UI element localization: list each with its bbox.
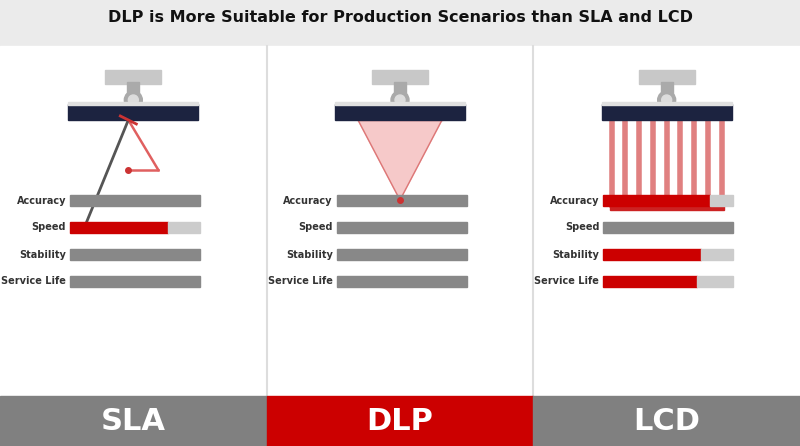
Text: Accuracy: Accuracy	[283, 195, 333, 206]
Bar	[337, 249, 466, 260]
Bar	[697, 276, 734, 287]
Bar	[337, 195, 466, 206]
Circle shape	[662, 95, 672, 105]
Text: Stability: Stability	[19, 249, 66, 260]
Bar	[534, 396, 800, 446]
Bar	[603, 249, 701, 260]
Bar	[335, 104, 465, 120]
Text: Speed: Speed	[565, 223, 599, 232]
Text: LCD: LCD	[633, 406, 700, 435]
Bar	[372, 70, 428, 84]
Bar	[394, 82, 406, 96]
Bar	[603, 195, 710, 206]
Text: Service Life: Service Life	[534, 277, 599, 286]
Bar	[70, 195, 200, 206]
Bar	[335, 102, 465, 105]
Text: Service Life: Service Life	[268, 277, 333, 286]
Text: Speed: Speed	[31, 223, 66, 232]
Circle shape	[391, 91, 409, 109]
Bar	[0, 396, 266, 446]
Polygon shape	[358, 120, 442, 200]
Bar	[68, 104, 198, 120]
Text: DLP: DLP	[366, 406, 434, 435]
Bar	[602, 102, 732, 105]
Circle shape	[128, 95, 138, 105]
Bar	[70, 276, 200, 287]
Bar	[337, 222, 466, 233]
Text: Stability: Stability	[286, 249, 333, 260]
Text: DLP is More Suitable for Production Scenarios than SLA and LCD: DLP is More Suitable for Production Scen…	[107, 11, 693, 25]
Bar	[266, 396, 534, 446]
Circle shape	[658, 91, 676, 109]
Text: Speed: Speed	[298, 223, 333, 232]
Bar	[661, 82, 673, 96]
Bar	[610, 203, 724, 210]
Bar	[70, 222, 167, 233]
Circle shape	[124, 91, 142, 109]
Bar	[534, 46, 800, 396]
Bar	[106, 70, 162, 84]
Text: Accuracy: Accuracy	[17, 195, 66, 206]
Bar	[68, 102, 198, 105]
Bar	[337, 276, 466, 287]
Bar	[167, 222, 200, 233]
Bar	[638, 70, 694, 84]
Text: SLA: SLA	[101, 406, 166, 435]
Bar	[710, 195, 734, 206]
Bar	[127, 82, 139, 96]
Bar	[0, 46, 266, 396]
Text: Stability: Stability	[553, 249, 599, 260]
Text: Accuracy: Accuracy	[550, 195, 599, 206]
Bar	[603, 222, 734, 233]
Bar	[701, 249, 734, 260]
Bar	[266, 46, 534, 396]
Text: Service Life: Service Life	[1, 277, 66, 286]
Circle shape	[395, 95, 405, 105]
Bar	[602, 104, 732, 120]
Bar	[70, 249, 200, 260]
Bar	[603, 276, 697, 287]
